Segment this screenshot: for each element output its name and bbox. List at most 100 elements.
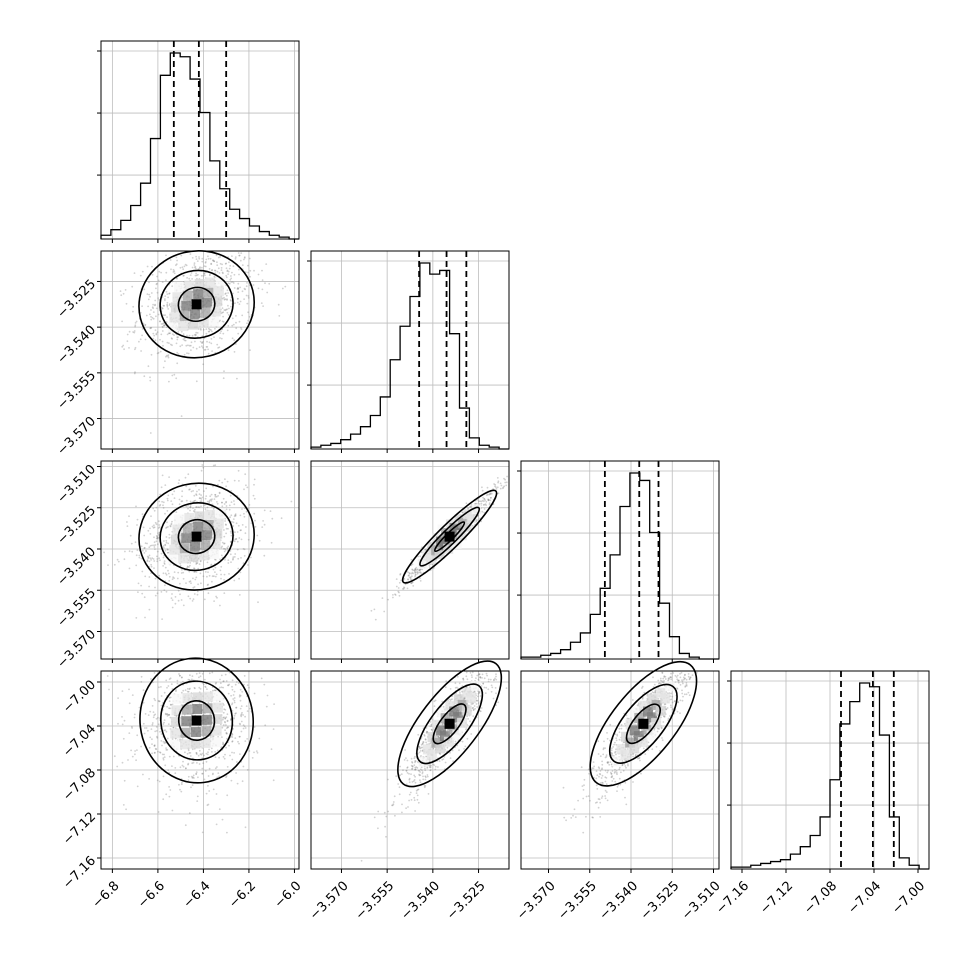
sample-point — [432, 567, 435, 570]
sample-point — [152, 337, 155, 340]
contour-0 — [177, 700, 216, 741]
sample-point — [180, 415, 183, 417]
sample-point — [133, 716, 136, 719]
sample-point — [203, 490, 205, 492]
sample-point — [157, 297, 160, 299]
sample-point — [135, 320, 138, 323]
density-block — [203, 520, 214, 531]
sample-point — [196, 332, 199, 334]
sample-point — [215, 823, 218, 826]
sample-point — [147, 557, 150, 560]
sample-point — [203, 273, 206, 275]
density-block — [167, 322, 178, 333]
sample-point — [419, 568, 422, 571]
sample-point — [121, 320, 123, 323]
sample-point — [256, 534, 259, 537]
sample-point — [184, 751, 186, 754]
sample-point — [472, 707, 474, 709]
sample-point — [228, 508, 231, 511]
sample-point — [233, 351, 236, 353]
contour-1 — [416, 683, 484, 765]
sample-point — [207, 751, 209, 754]
sample-point — [208, 500, 211, 503]
sample-point — [266, 291, 269, 294]
sample-point — [449, 757, 452, 759]
sample-point — [243, 515, 246, 518]
sample-point — [194, 485, 197, 487]
sample-point — [189, 505, 192, 508]
sample-point — [222, 724, 225, 726]
sample-point — [152, 507, 155, 510]
sample-point — [247, 538, 250, 541]
sample-point — [597, 740, 600, 743]
sample-point — [399, 765, 401, 768]
sample-point — [225, 724, 227, 726]
sample-point — [413, 799, 416, 802]
sample-point — [604, 797, 607, 800]
sample-point — [407, 578, 409, 580]
sample-point — [187, 595, 190, 598]
sample-point — [191, 678, 193, 681]
sample-point — [151, 525, 154, 528]
sample-point — [226, 289, 229, 292]
sample-point — [405, 769, 408, 772]
sample-point — [186, 687, 189, 690]
sample-point — [157, 279, 160, 282]
sample-point — [210, 329, 212, 331]
sample-point — [123, 719, 126, 722]
sample-point — [682, 695, 684, 698]
sample-point — [408, 572, 411, 574]
sample-point — [428, 566, 431, 568]
sample-point — [239, 529, 242, 532]
sample-point — [241, 711, 243, 714]
sample-point — [612, 746, 615, 748]
sample-point — [210, 564, 213, 567]
sample-point — [158, 574, 161, 577]
sample-point — [171, 738, 174, 740]
sample-point — [220, 573, 223, 576]
sample-point — [233, 701, 236, 704]
sample-point — [406, 766, 409, 769]
sample-point — [238, 695, 241, 698]
sample-point — [405, 757, 407, 759]
sample-point — [230, 532, 233, 534]
sample-point — [565, 819, 567, 822]
sample-point — [416, 798, 419, 801]
sample-point — [190, 490, 193, 493]
sample-point — [196, 593, 199, 596]
sample-point — [475, 677, 477, 679]
sample-point — [156, 558, 159, 560]
sample-point — [469, 505, 471, 508]
sample-point — [215, 254, 218, 257]
sample-point — [163, 563, 166, 565]
sample-point — [157, 723, 160, 726]
sample-point — [171, 578, 174, 581]
density-block — [462, 687, 473, 698]
density-block — [198, 550, 209, 561]
sample-point — [413, 570, 416, 573]
sample-point — [173, 373, 176, 376]
sample-point — [153, 567, 155, 569]
sample-point — [166, 316, 169, 318]
sample-point — [494, 687, 497, 689]
grid-lines — [521, 461, 719, 659]
density-block — [440, 713, 451, 724]
sample-point — [144, 323, 147, 326]
density-block — [182, 523, 193, 534]
sample-point — [169, 789, 172, 791]
sample-point — [230, 501, 233, 503]
sample-point — [424, 775, 427, 778]
sample-point — [474, 707, 476, 710]
sample-point — [216, 502, 219, 505]
sample-point — [190, 786, 192, 789]
sample-point — [227, 545, 230, 548]
sample-point — [159, 350, 162, 353]
sample-point — [241, 780, 244, 783]
sample-point — [600, 777, 603, 779]
sample-point — [497, 481, 499, 484]
sample-point — [161, 753, 164, 756]
sample-point — [153, 541, 156, 544]
sample-point — [446, 729, 449, 732]
density-block — [453, 712, 464, 723]
sample-point — [211, 330, 213, 333]
